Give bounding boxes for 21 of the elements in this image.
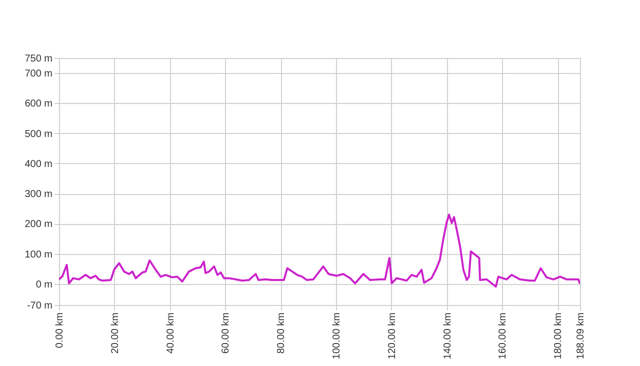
y-tick-label: 400 m bbox=[24, 158, 52, 170]
x-tick-label: 180.00 km bbox=[553, 312, 564, 360]
y-tick-label: 700 m bbox=[24, 68, 52, 80]
y-tick-label: 300 m bbox=[24, 189, 52, 200]
x-tick-label: 120.00 km bbox=[386, 312, 398, 360]
x-tick-label: 20.00 km bbox=[110, 312, 121, 354]
y-tick-label: 0 m bbox=[36, 279, 52, 290]
y-tick-label: 100 m bbox=[24, 249, 52, 260]
y-tick-label: 500 m bbox=[24, 128, 52, 140]
y-tick-label: 200 m bbox=[24, 219, 52, 230]
x-tick-label: 60.00 km bbox=[220, 312, 232, 354]
x-tick-label: 40.00 km bbox=[165, 312, 176, 354]
x-tick-label: 0.00 km bbox=[54, 312, 66, 348]
y-tick-label: 600 m bbox=[24, 98, 52, 110]
x-tick-label: 100.00 km bbox=[331, 312, 342, 360]
x-tick-label: 80.00 km bbox=[276, 312, 288, 354]
y-tick-label: 750 m bbox=[24, 54, 52, 64]
x-tick-label: 188.09 km bbox=[576, 312, 586, 360]
x-tick-label: 160.00 km bbox=[498, 312, 509, 360]
x-tick-label: 140.00 km bbox=[442, 312, 454, 360]
y-tick-label: -70 m bbox=[26, 300, 52, 312]
